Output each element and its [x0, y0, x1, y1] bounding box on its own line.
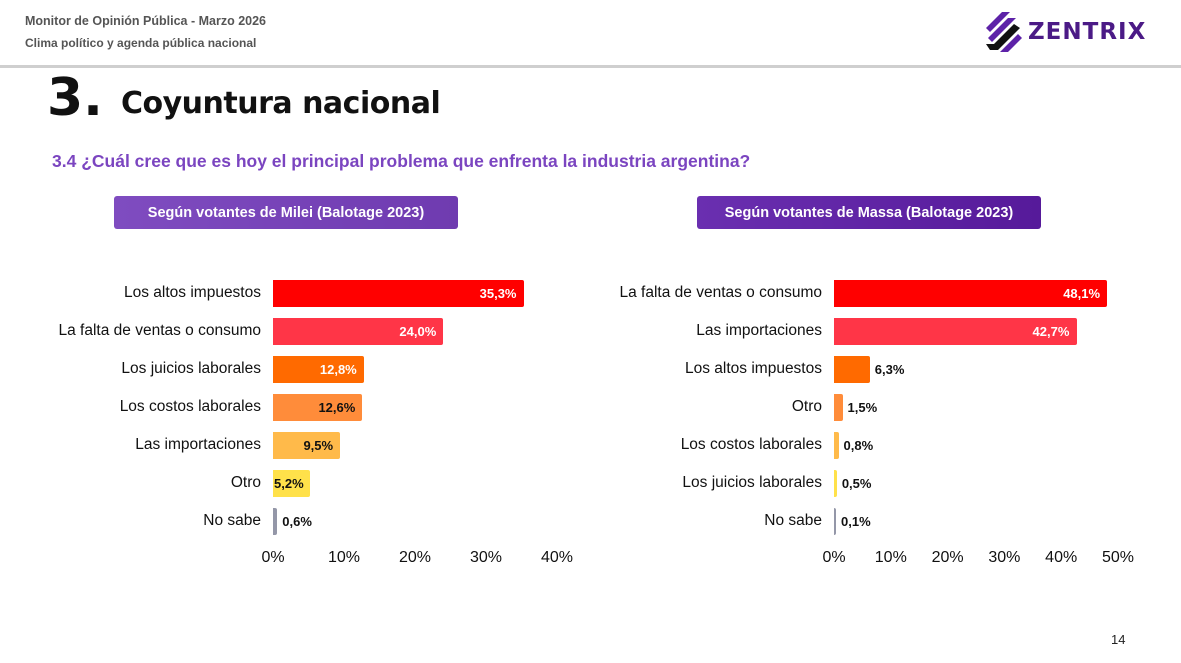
- header-divider: [0, 65, 1181, 68]
- value-label: 1,5%: [847, 400, 878, 415]
- value-label: 35,3%: [479, 286, 517, 301]
- section-number: 3.: [47, 68, 103, 128]
- bar-chart-milei: Los altos impuestos 35,3% La falta de vent…: [0, 275, 600, 575]
- category-label: Los juicios laborales: [121, 360, 261, 377]
- bar: [273, 394, 363, 421]
- category-label: Otro: [791, 398, 822, 415]
- x-tick-label: 20%: [398, 549, 432, 566]
- bar: [273, 470, 310, 497]
- bar-chart-massa: La falta de ventas o consumo 48,1% Las imp…: [580, 275, 1181, 575]
- x-tick-label: 10%: [874, 549, 907, 566]
- category-label: Los altos impuestos: [124, 284, 261, 301]
- bar: [834, 394, 843, 421]
- report-title: Monitor de Opinión Pública - Marzo 2026: [25, 14, 266, 28]
- value-label: 0,8%: [843, 438, 874, 453]
- x-tick-label: 20%: [931, 549, 964, 566]
- section-title: Coyuntura nacional: [121, 86, 441, 121]
- category-label: La falta de ventas o consumo: [58, 322, 262, 339]
- value-label: 42,7%: [1032, 324, 1070, 339]
- category-label: No sabe: [203, 512, 261, 529]
- x-tick-label: 30%: [469, 549, 503, 566]
- brand-name: ZENTRIX: [1028, 19, 1147, 45]
- x-tick-label: 50%: [1101, 549, 1135, 566]
- category-label: No sabe: [764, 512, 822, 529]
- value-label: 5,2%: [274, 476, 304, 491]
- x-tick-label: 0%: [822, 549, 846, 566]
- value-label: 0,6%: [282, 514, 312, 529]
- value-label: 0,5%: [841, 476, 872, 491]
- category-label: Los costos laborales: [119, 398, 261, 415]
- category-label: Los costos laborales: [680, 436, 822, 453]
- x-tick-label: 40%: [1045, 549, 1078, 566]
- value-label: 9,5%: [303, 438, 334, 453]
- bar: [273, 318, 444, 345]
- category-label: Las importaciones: [135, 436, 261, 453]
- report-subtitle: Clima político y agenda pública nacional: [25, 36, 257, 50]
- question-text: 3.4 ¿Cuál cree que es hoy el principal p…: [52, 151, 751, 171]
- value-label: 12,6%: [318, 400, 356, 415]
- value-label: 24,0%: [399, 324, 437, 339]
- x-tick-label: 40%: [540, 549, 574, 566]
- x-tick-label: 30%: [988, 549, 1021, 566]
- brand-mark-icon: [986, 12, 1022, 52]
- bar: [834, 432, 839, 459]
- bar: [273, 508, 278, 535]
- bar: [834, 470, 837, 497]
- category-label: La falta de ventas o consumo: [619, 284, 823, 301]
- category-label: Otro: [230, 474, 261, 491]
- category-label: Los juicios laborales: [682, 474, 822, 491]
- value-label: 48,1%: [1063, 286, 1101, 301]
- bar: [834, 356, 870, 383]
- value-label: 0,1%: [841, 514, 871, 529]
- category-label: Los altos impuestos: [685, 360, 822, 377]
- bar: [273, 432, 341, 459]
- chart-title-milei: Según votantes de Milei (Balotage 2023): [114, 196, 458, 229]
- bar: [273, 356, 364, 383]
- bar: [834, 280, 1108, 307]
- bar: [834, 508, 836, 535]
- bar: [273, 280, 524, 307]
- brand-logo: ZENTRIX: [984, 10, 1146, 54]
- value-label: 12,8%: [319, 362, 357, 377]
- category-label: Las importaciones: [696, 322, 822, 339]
- bar: [834, 318, 1077, 345]
- chart-title-massa: Según votantes de Massa (Balotage 2023): [697, 196, 1041, 229]
- x-tick-label: 0%: [261, 549, 285, 566]
- x-tick-label: 10%: [327, 549, 361, 566]
- page-number: 14: [1111, 632, 1126, 647]
- value-label: 6,3%: [874, 362, 905, 377]
